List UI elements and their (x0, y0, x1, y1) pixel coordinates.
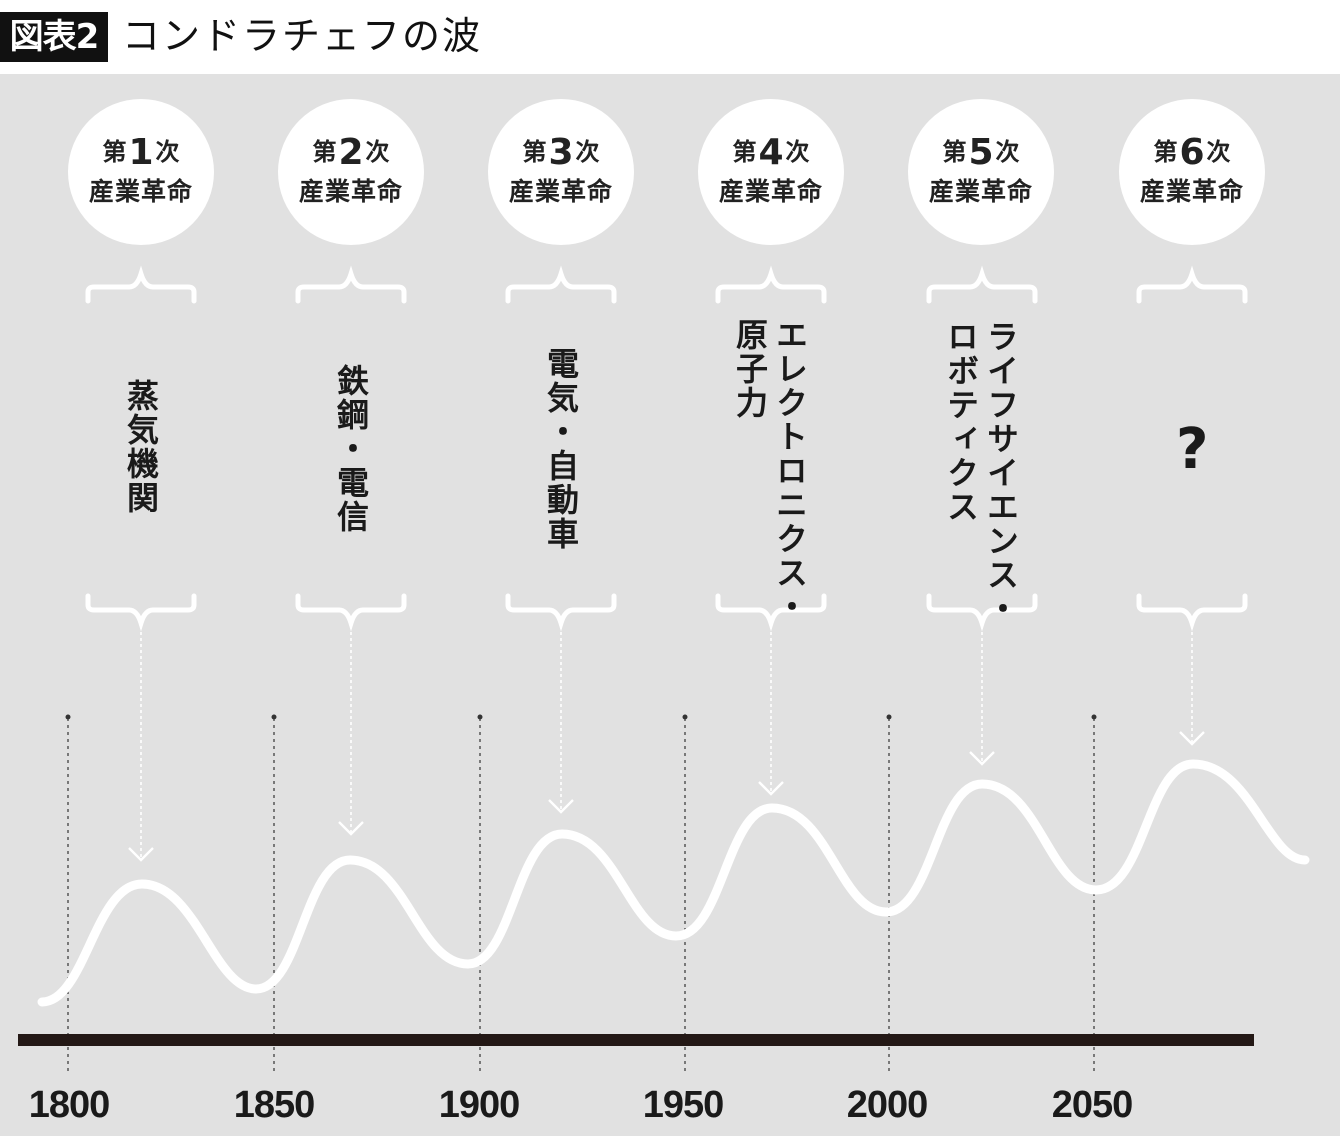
year-label-1800: 1800 (28, 1084, 111, 1126)
bottom-brace (926, 593, 1038, 632)
top-brace (505, 265, 617, 304)
pointer-arrowhead (1179, 731, 1205, 746)
figure-number-badge: 図表2 (0, 12, 108, 62)
top-brace (1136, 265, 1248, 304)
revolution-label: 産業革命 (298, 177, 403, 206)
top-brace (295, 265, 407, 304)
diagram-panel: 第1次 産業革命 第2次 産業革命 第3次 産業革命 第4次 産業革命 第5次 … (0, 74, 1340, 1136)
ordinal-suffix: 次 (995, 138, 1020, 166)
ordinal-number: 3 (548, 132, 574, 173)
top-brace (85, 265, 197, 304)
pointer-arrowhead (758, 781, 784, 796)
ordinal-prefix: 第 (522, 138, 547, 166)
year-label-1850: 1850 (233, 1084, 316, 1126)
revolution-label: 産業革命 (88, 177, 193, 206)
pointer-arrowhead (128, 847, 154, 862)
technology-label-4: エレクトロニクス・ 原子力 (731, 318, 809, 624)
ordinal-suffix: 次 (155, 138, 180, 166)
ordinal-prefix: 第 (732, 138, 757, 166)
revolution-circle-3: 第3次 産業革命 (488, 99, 634, 245)
year-guide-dot (886, 714, 892, 720)
revolution-circle-5: 第5次 産業革命 (908, 99, 1054, 245)
top-brace (926, 265, 1038, 304)
revolution-circle-4: 第4次 産業革命 (698, 99, 844, 245)
ordinal-number: 4 (758, 132, 784, 173)
revolution-circle-6: 第6次 産業革命 (1119, 99, 1265, 245)
year-guides (65, 714, 1097, 1074)
ordinal-suffix: 次 (365, 138, 390, 166)
year-guide-dot (477, 714, 483, 720)
revolution-circle-2: 第2次 産業革命 (278, 99, 424, 245)
revolution-label: 産業革命 (508, 177, 613, 206)
year-label-1950: 1950 (642, 1084, 725, 1126)
pointer-arrowhead (338, 821, 364, 836)
technology-label-3: 電気・自動車 (542, 347, 580, 551)
ordinal-number: 2 (338, 132, 364, 173)
bottom-brace (715, 593, 827, 632)
ordinal-suffix: 次 (1206, 138, 1231, 166)
figure-title: コンドラチェフの波 (122, 14, 483, 58)
technology-label-5: ライフサイエンス・ ロボティクス (942, 320, 1020, 626)
ordinal-prefix: 第 (942, 138, 967, 166)
year-label-2000: 2000 (846, 1084, 929, 1126)
year-guide-dot (1091, 714, 1097, 720)
year-guide-dot (682, 714, 688, 720)
ordinal-number: 5 (968, 132, 994, 173)
ordinal-suffix: 次 (785, 138, 810, 166)
revolution-label: 産業革命 (718, 177, 823, 206)
wave-diagram (18, 265, 1310, 1074)
pointer-arrowhead (969, 751, 995, 766)
bottom-brace (85, 593, 197, 632)
bottom-brace (295, 593, 407, 632)
revolution-label: 産業革命 (1139, 177, 1244, 206)
year-label-1900: 1900 (438, 1084, 521, 1126)
technology-label-1: 蒸気機関 (122, 379, 160, 515)
kondratiev-wave-curve (37, 759, 1310, 1007)
revolution-label: 産業革命 (928, 177, 1033, 206)
technology-label-2: 鉄鋼・電信 (332, 364, 370, 534)
question-mark-label: ? (1176, 417, 1209, 482)
header: 図表2 コンドラチェフの波 (0, 0, 1340, 74)
top-brace (715, 265, 827, 304)
bottom-brace (505, 593, 617, 632)
year-label-2050: 2050 (1051, 1084, 1134, 1126)
ordinal-number: 6 (1179, 132, 1205, 173)
connectors (85, 265, 1248, 862)
ordinal-number: 1 (128, 132, 154, 173)
ordinal-prefix: 第 (1153, 138, 1178, 166)
pointer-arrowhead (548, 799, 574, 814)
year-guide-dot (65, 714, 71, 720)
year-guide-dot (271, 714, 277, 720)
revolution-circle-1: 第1次 産業革命 (68, 99, 214, 245)
ordinal-prefix: 第 (102, 138, 127, 166)
ordinal-prefix: 第 (312, 138, 337, 166)
bottom-brace (1136, 593, 1248, 632)
timeline-axis (18, 1034, 1254, 1046)
ordinal-suffix: 次 (575, 138, 600, 166)
